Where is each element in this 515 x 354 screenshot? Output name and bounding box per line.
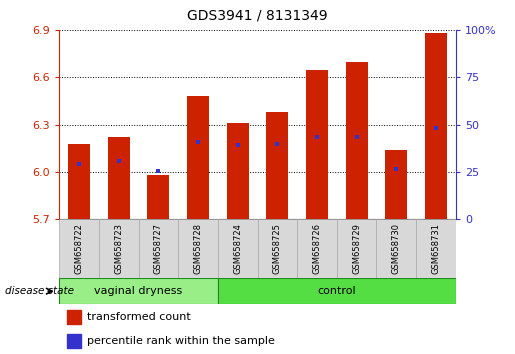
Bar — [385, 150, 407, 219]
Bar — [67, 334, 81, 348]
Bar — [68, 144, 90, 219]
Bar — [266, 112, 288, 219]
Text: GDS3941 / 8131349: GDS3941 / 8131349 — [187, 9, 328, 23]
Text: GSM658724: GSM658724 — [233, 223, 242, 274]
Bar — [297, 219, 337, 278]
Bar — [337, 219, 376, 278]
Bar — [139, 219, 178, 278]
Bar — [178, 219, 218, 278]
Text: percentile rank within the sample: percentile rank within the sample — [87, 336, 275, 346]
Bar — [258, 219, 297, 278]
Bar — [227, 123, 249, 219]
Bar — [218, 219, 258, 278]
Text: GSM658729: GSM658729 — [352, 223, 361, 274]
Bar — [346, 62, 368, 219]
Bar — [108, 137, 130, 219]
Text: GSM658731: GSM658731 — [432, 223, 440, 274]
Text: transformed count: transformed count — [87, 312, 191, 322]
Text: vaginal dryness: vaginal dryness — [94, 286, 183, 296]
Bar — [59, 219, 99, 278]
Text: GSM658723: GSM658723 — [114, 223, 123, 274]
Text: GSM658730: GSM658730 — [392, 223, 401, 274]
Bar — [376, 219, 416, 278]
Bar — [416, 219, 456, 278]
Text: GSM658727: GSM658727 — [154, 223, 163, 274]
Bar — [59, 278, 218, 304]
Text: GSM658728: GSM658728 — [194, 223, 202, 274]
Bar — [67, 310, 81, 324]
Bar — [218, 278, 456, 304]
Bar — [147, 175, 169, 219]
Bar — [425, 33, 447, 219]
Text: GSM658725: GSM658725 — [273, 223, 282, 274]
Text: disease state: disease state — [5, 286, 74, 296]
Text: GSM658726: GSM658726 — [313, 223, 321, 274]
Bar — [99, 219, 139, 278]
Bar — [306, 69, 328, 219]
Text: GSM658722: GSM658722 — [75, 223, 83, 274]
Bar — [187, 96, 209, 219]
Text: control: control — [317, 286, 356, 296]
